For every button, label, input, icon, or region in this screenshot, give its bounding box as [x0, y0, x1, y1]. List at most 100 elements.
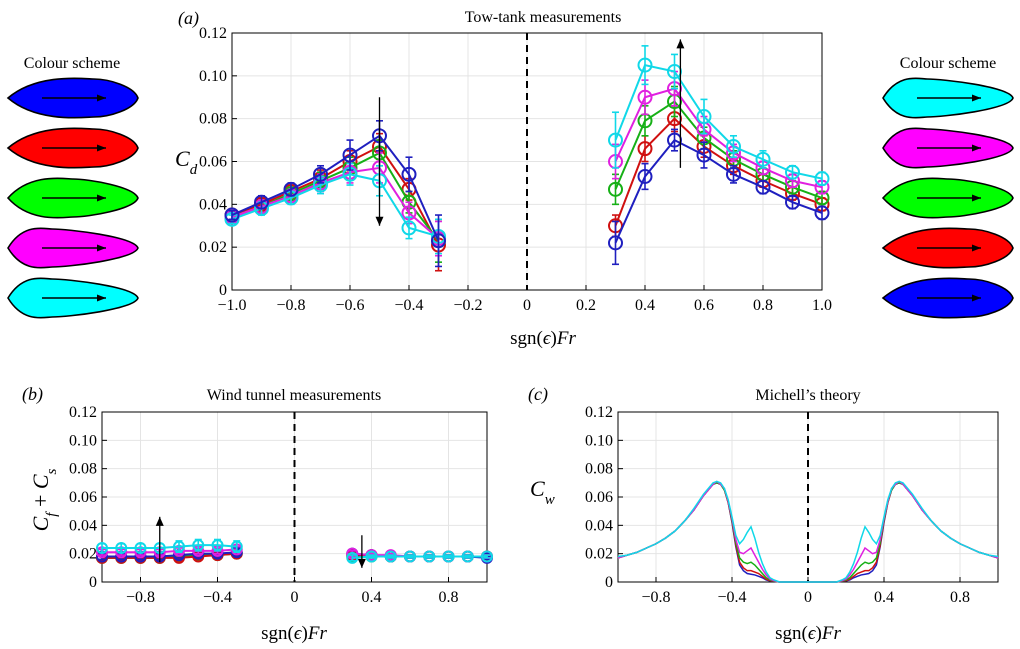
panel-a-label: (a)	[178, 8, 199, 29]
panel-c-ytick-label: 0.10	[585, 432, 613, 449]
panel-a-trend-arrow	[375, 97, 384, 226]
panel-b-xtick-label: −0.4	[203, 589, 232, 606]
panel-c-xlabel: sgn(ϵ)Fr	[775, 623, 841, 644]
panel-a-series-line	[614, 138, 823, 244]
hull-shape	[881, 227, 1014, 269]
panel-a-data-point	[283, 181, 299, 197]
panel-a-ytick-label: 0.08	[199, 111, 227, 128]
panel-c-michell: (c) Michell’s theory Cw sgn(ϵ)Fr −0.8 −0.…	[528, 384, 999, 644]
panel-b-ytick-label: 0.04	[69, 517, 97, 534]
panel-a-xtick-label: −0.8	[276, 297, 305, 314]
panel-b-xtick-label: 0	[291, 589, 299, 606]
panel-c-xtick-label: −0.4	[717, 589, 746, 606]
panel-b-xtick-label: 0.4	[362, 589, 382, 606]
panel-b-ticks: −0.8 −0.4 0 0.4 0.8 0 0.02 0.04 0.06 0.08 0.10 0.12	[69, 404, 459, 606]
hull-arrowhead	[972, 194, 981, 202]
panel-b-title: Wind tunnel measurements	[207, 387, 381, 404]
panel-a-data-point	[696, 147, 712, 163]
panel-a-data-point	[637, 168, 653, 184]
panel-c-ylabel: Cw	[530, 476, 555, 508]
panel-b-data-point	[404, 550, 416, 563]
panel-c-ytick-label: 0.04	[585, 517, 613, 534]
panel-a-trend-arrow-head	[375, 216, 384, 226]
panel-a-data-point	[637, 141, 653, 157]
panel-b-xlabel: sgn(ϵ)Fr	[261, 623, 327, 644]
hull-arrowhead	[97, 194, 106, 202]
panel-a-xlabel: sgn(ϵ)Fr	[510, 328, 576, 349]
panel-a-data-point	[755, 179, 771, 195]
hull-arrowhead	[972, 294, 981, 302]
panel-a-ytick-label: 0.04	[199, 196, 227, 213]
hull-arrowhead	[97, 94, 106, 102]
panel-b-data-point	[461, 550, 474, 563]
colour-scheme-right-title: Colour scheme	[900, 55, 996, 72]
panel-b-ylabel: Cf + Cs	[28, 468, 60, 531]
panel-a-xtick-label: 0.8	[753, 297, 773, 314]
panel-b-data-point	[423, 550, 436, 563]
panel-b-ytick-label: 0	[89, 574, 97, 591]
panel-c-label: (c)	[528, 384, 548, 405]
panel-b-series-line	[352, 555, 487, 559]
panel-a-data-point	[224, 207, 240, 223]
panel-a-data-point	[726, 166, 741, 182]
panel-a-data-point	[401, 220, 417, 236]
panel-a-data-point	[814, 205, 830, 221]
panel-b-data-point	[192, 539, 205, 552]
panel-b-data-point	[134, 542, 147, 554]
panel-a-trend-arrow-head	[676, 39, 685, 49]
hull-shape	[6, 77, 139, 119]
panel-a-xtick-label: 0.4	[635, 297, 655, 314]
hull-shape	[7, 277, 139, 319]
panel-c-xtick-label: 0.4	[874, 589, 894, 606]
panel-a-title: Tow-tank measurements	[465, 9, 622, 26]
panel-a-xtick-label: 1.0	[812, 297, 832, 314]
panel-a-xtick-label: 0.6	[694, 297, 714, 314]
colour-scheme-left: Colour scheme	[6, 55, 139, 319]
hull-shape	[6, 177, 139, 219]
panel-a-xtick-label: 0	[523, 297, 531, 314]
panel-b-data-point	[384, 550, 397, 563]
panel-b-data-point	[365, 550, 378, 563]
colour-scheme-left-title: Colour scheme	[24, 55, 120, 72]
panel-b-ytick-label: 0.12	[69, 404, 97, 421]
panel-a-trend-arrow	[676, 39, 685, 168]
hull-shape	[7, 227, 139, 269]
hull-shape	[881, 277, 1014, 319]
panel-b-data-point	[481, 550, 493, 563]
panel-a-ytick-label: 0.10	[199, 68, 227, 85]
hull-arrowhead	[972, 244, 981, 252]
panel-a-data-point	[637, 57, 653, 73]
panel-a-data-point	[696, 109, 712, 125]
hull-arrowhead	[97, 144, 106, 152]
panel-a-series-line	[614, 63, 823, 180]
panel-c-xtick-label: −0.8	[641, 589, 670, 606]
panel-c-xtick-label: 0	[804, 589, 812, 606]
panel-b-trend-arrow	[357, 535, 366, 568]
panel-b-wind-tunnel: (b) Wind tunnel measurements Cf + Cs sgn…	[22, 384, 493, 644]
panel-a-ytick-label: 0.06	[199, 154, 227, 171]
panel-a-ytick-label: 0.12	[199, 25, 227, 42]
panel-b-ytick-label: 0.08	[69, 461, 97, 478]
panel-a-series-line	[231, 134, 440, 242]
panel-b-data-point	[96, 542, 108, 554]
panel-c-title: Michell’s theory	[755, 387, 860, 404]
hull-arrowhead	[972, 94, 981, 102]
panel-b-series	[96, 538, 493, 564]
panel-a-series-line	[614, 87, 823, 189]
hull-arrowhead	[97, 294, 106, 302]
panel-a-data-point	[313, 166, 328, 182]
panel-a-xtick-label: −0.4	[394, 297, 423, 314]
panel-b-data-point	[346, 551, 359, 564]
panel-a-data-point	[637, 89, 653, 105]
panel-c-ytick-label: 0.06	[585, 489, 613, 506]
panel-b-data-point	[173, 540, 185, 553]
panel-a-data-point	[608, 132, 623, 148]
panel-b-ytick-label: 0.10	[69, 432, 97, 449]
panel-a-data-point	[254, 194, 269, 210]
panel-b-xtick-label: −0.8	[126, 589, 155, 606]
panel-b-data-point	[442, 550, 455, 563]
panel-a-xtick-label: 0.2	[576, 297, 596, 314]
panel-a-data-point	[785, 194, 800, 210]
panel-b-ytick-label: 0.06	[69, 489, 97, 506]
panel-a-ylabel: Cd	[175, 146, 198, 178]
